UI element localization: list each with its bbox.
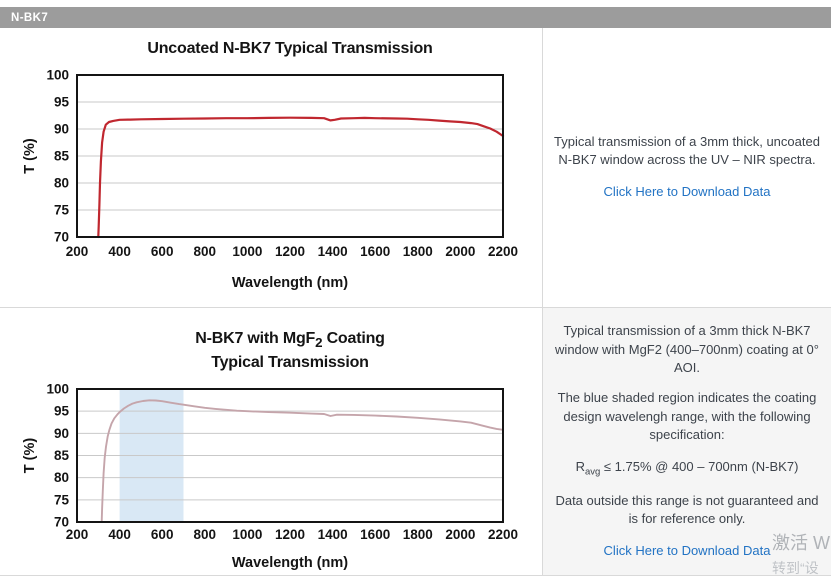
y-tick-label: 80	[54, 470, 69, 485]
y-tick-label: 70	[54, 515, 69, 530]
x-tick-label: 1000	[232, 244, 262, 259]
x-tick-label: 2200	[488, 244, 518, 259]
coated-chart-cell: N-BK7 with MgF2 Coating Typical Transmis…	[0, 308, 543, 575]
y-tick-label: 75	[54, 493, 70, 508]
spec-value: ≤ 1.75% @ 400 – 700nm (N-BK7)	[600, 458, 799, 474]
plot-border	[76, 74, 504, 238]
coated-description-intro: Typical transmission of a 3mm thick N-BK…	[555, 323, 819, 375]
x-tick-label: 1000	[232, 527, 262, 542]
x-tick-label: 1400	[318, 527, 348, 542]
y-tick-label: 95	[54, 95, 70, 110]
coated-title-post: Coating	[322, 330, 385, 347]
coating-spec: Ravg ≤ 1.75% @ 400 – 700nm (N-BK7)	[553, 458, 821, 479]
x-tick-label: 800	[194, 244, 217, 259]
y-axis-label: T (%)	[22, 438, 38, 474]
plot-border	[76, 388, 504, 524]
x-tick-label: 1200	[275, 244, 305, 259]
coated-description-outside-note: Data outside this range is not guarantee…	[555, 492, 819, 527]
uncoated-chart-cell: Uncoated N-BK7 Typical Transmission 70 75…	[0, 28, 543, 308]
transmission-curve	[100, 399, 504, 524]
y-tick-label: 75	[54, 203, 70, 218]
transmission-curve	[97, 116, 505, 239]
x-axis-label: Wavelength (nm)	[232, 275, 348, 291]
y-tick-label: 100	[46, 68, 69, 83]
x-tick-label: 800	[194, 527, 217, 542]
uncoated-transmission-chart: 70 75 80 85 90 95 100 200 400 600 800 1000 1200 1400 1…	[22, 68, 518, 292]
y-tick-label: 95	[54, 404, 70, 419]
coated-download-link[interactable]: Click Here to Download Data	[603, 542, 771, 558]
x-tick-label: 1200	[275, 527, 305, 542]
y-tick-label: 90	[54, 122, 69, 137]
y-axis-label: T (%)	[22, 138, 38, 174]
x-tick-label: 600	[151, 527, 174, 542]
x-tick-label: 2000	[445, 244, 475, 259]
coated-title-line2: Typical Transmission	[211, 354, 369, 372]
spec-symbol: R	[575, 458, 585, 474]
coated-transmission-chart: 70 75 80 85 90 95 100 200 400 600 800 1000 1200 1400 1…	[22, 382, 518, 572]
x-axis-label: Wavelength (nm)	[232, 555, 348, 571]
uncoated-description: Typical transmission of a 3mm thick, unc…	[554, 133, 820, 168]
coated-description-panel: Typical transmission of a 3mm thick N-BK…	[543, 308, 831, 575]
x-tick-label: 200	[66, 527, 89, 542]
uncoated-description-panel: Typical transmission of a 3mm thick, unc…	[543, 28, 831, 308]
y-tick-label: 90	[54, 426, 69, 441]
coated-title-sub: 2	[315, 335, 323, 351]
spec-subscript: avg	[584, 466, 601, 478]
x-tick-label: 1800	[403, 244, 433, 259]
x-tick-label: 600	[151, 244, 174, 259]
x-tick-label: 1600	[360, 527, 390, 542]
uncoated-download-link[interactable]: Click Here to Download Data	[603, 183, 771, 199]
coated-description-shaded-note: The blue shaded region indicates the coa…	[557, 390, 817, 443]
x-tick-label: 1600	[360, 244, 390, 259]
content-table: Uncoated N-BK7 Typical Transmission 70 75…	[0, 28, 831, 576]
y-tick-label: 70	[54, 230, 69, 245]
coated-chart-title: N-BK7 with MgF2 Coating Typical Transmis…	[77, 329, 503, 373]
tab-nbk7[interactable]: N-BK7	[11, 11, 49, 24]
x-tick-label: 200	[66, 244, 89, 259]
uncoated-chart-title: Uncoated N-BK7 Typical Transmission	[147, 40, 433, 57]
x-tick-label: 1800	[403, 527, 433, 542]
x-tick-label: 2000	[445, 527, 475, 542]
x-tick-label: 1400	[318, 244, 348, 259]
section-tab-bar: N-BK7	[0, 7, 831, 28]
y-tick-label: 85	[54, 448, 70, 463]
x-tick-label: 400	[108, 527, 131, 542]
x-tick-label: 400	[108, 244, 131, 259]
y-tick-label: 100	[46, 382, 69, 397]
y-tick-label: 85	[54, 149, 70, 164]
x-tick-label: 2200	[488, 527, 518, 542]
y-tick-label: 80	[54, 176, 69, 191]
coated-title-pre: N-BK7 with MgF	[195, 330, 316, 347]
